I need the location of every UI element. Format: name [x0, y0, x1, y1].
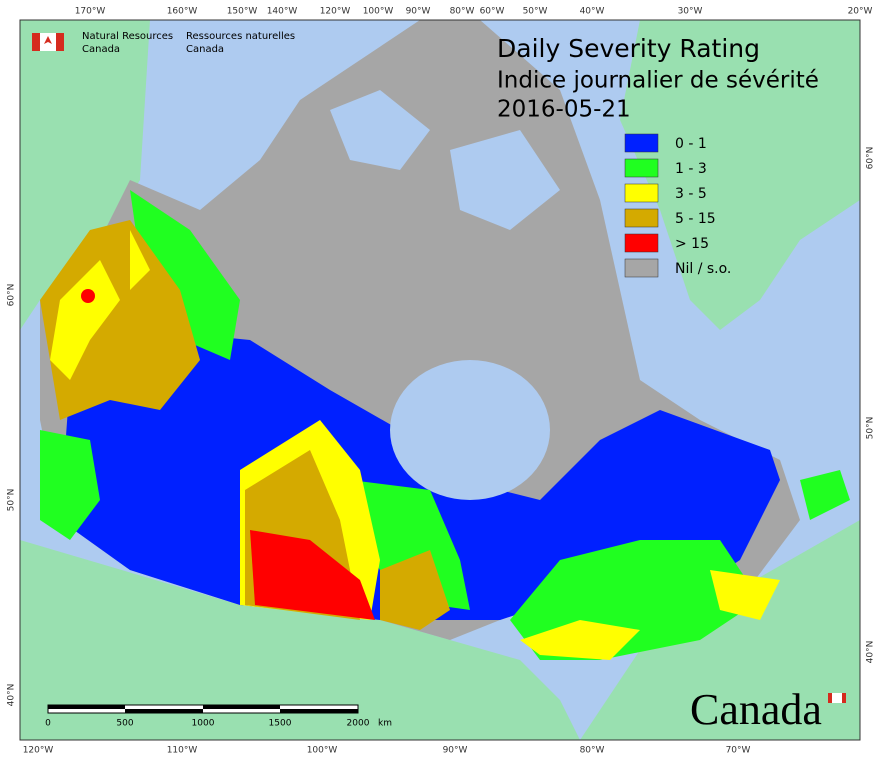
longitude-label: 170°W: [75, 7, 106, 17]
longitude-label: 150°W: [227, 7, 258, 17]
longitude-label: 90°W: [406, 7, 431, 17]
org-name: Canada: [82, 44, 120, 55]
hudson-bay: [390, 360, 550, 500]
flag-band: [32, 33, 40, 51]
flag-band: [56, 33, 64, 51]
longitude-label: 110°W: [167, 746, 198, 756]
latitude-label: 40°N: [866, 641, 876, 664]
longitude-label: 140°W: [267, 7, 298, 17]
scale-segment: [125, 709, 203, 713]
usa: [20, 540, 580, 740]
scale-label: km: [378, 719, 392, 729]
nrcan-logo: Natural Resources Canada Ressources natu…: [32, 31, 295, 55]
org-name: Natural Resources: [82, 31, 173, 42]
scale-segment: [203, 705, 280, 709]
wordmark-flag: [828, 693, 846, 703]
rating-15-prairies: [250, 530, 375, 620]
canada-wordmark: Canada: [690, 685, 822, 734]
longitude-label: 80°W: [450, 7, 475, 17]
longitude-label: 80°W: [580, 746, 605, 756]
title-fr: Indice journalier de sévérité: [497, 68, 819, 94]
longitude-label: 160°W: [167, 7, 198, 17]
org-name: Canada: [186, 44, 224, 55]
legend-swatch: [624, 183, 659, 203]
legend: 0 - 1 1 - 3 3 - 5 5 - 15 > 15 Nil / s.o.: [624, 133, 731, 278]
scale-label: 1000: [192, 719, 215, 729]
longitude-label: 120°W: [320, 7, 351, 17]
scale-bar: 0 500 1000 1500 2000 km: [45, 704, 392, 729]
longitude-label: 50°W: [523, 7, 548, 17]
rating-3-5-east: [520, 570, 780, 660]
scale-label: 500: [116, 719, 133, 729]
map-frame: [19, 19, 861, 741]
rating-1-3-bc: [40, 430, 100, 540]
arctic-channels: [330, 90, 560, 230]
legend-swatch: [624, 258, 659, 278]
latitude-label: 60°N: [866, 147, 876, 170]
flag-band: [842, 693, 846, 703]
longitude-label: 30°W: [678, 7, 703, 17]
scale-segment: [280, 709, 358, 713]
latitude-label: 40°N: [7, 684, 17, 707]
alaska: [20, 20, 150, 330]
scale-label: 0: [45, 719, 51, 729]
latitude-label: 60°N: [7, 284, 17, 307]
longitude-label: 120°W: [23, 746, 54, 756]
wordmark: Canada: [690, 685, 846, 734]
longitude-label: 70°W: [726, 746, 751, 756]
longitude-label: 100°W: [363, 7, 394, 17]
rating-15-west: [81, 289, 95, 303]
legend-label: 3 - 5: [675, 186, 707, 202]
scale-segment: [48, 705, 125, 709]
latitude-label: 50°N: [866, 417, 876, 440]
legend-label: 0 - 1: [675, 136, 707, 152]
latitude-label: 50°N: [7, 489, 17, 512]
legend-swatch: [624, 233, 659, 253]
flag-leaf: [44, 36, 52, 44]
legend-label: 5 - 15: [675, 211, 716, 227]
legend-swatch: [624, 133, 659, 153]
legend-label: Nil / s.o.: [675, 261, 731, 277]
scale-label: 1500: [269, 719, 292, 729]
flag-band: [828, 693, 832, 703]
title: Daily Severity Rating: [497, 34, 760, 63]
rating-1-3-nl: [800, 470, 850, 520]
legend-label: 1 - 3: [675, 161, 707, 177]
legend-swatch: [624, 208, 659, 228]
rating-5-15-west: [40, 220, 200, 420]
usa-east: [580, 520, 860, 740]
longitude-label: 100°W: [307, 746, 338, 756]
date: 2016-05-21: [497, 97, 631, 123]
scale-label: 2000: [347, 719, 370, 729]
map-body: [20, 20, 860, 740]
longitude-label: 60°W: [480, 7, 505, 17]
rating-1-3-mb: [350, 480, 470, 610]
legend-swatch: [624, 158, 659, 178]
org-name: Ressources naturelles: [186, 31, 295, 42]
rating-3-5-west: [50, 230, 150, 380]
longitude-label: 40°W: [580, 7, 605, 17]
greenland: [620, 20, 860, 330]
longitude-label: 20°W: [848, 7, 873, 17]
longitude-label: 90°W: [443, 746, 468, 756]
legend-label: > 15: [675, 236, 709, 252]
